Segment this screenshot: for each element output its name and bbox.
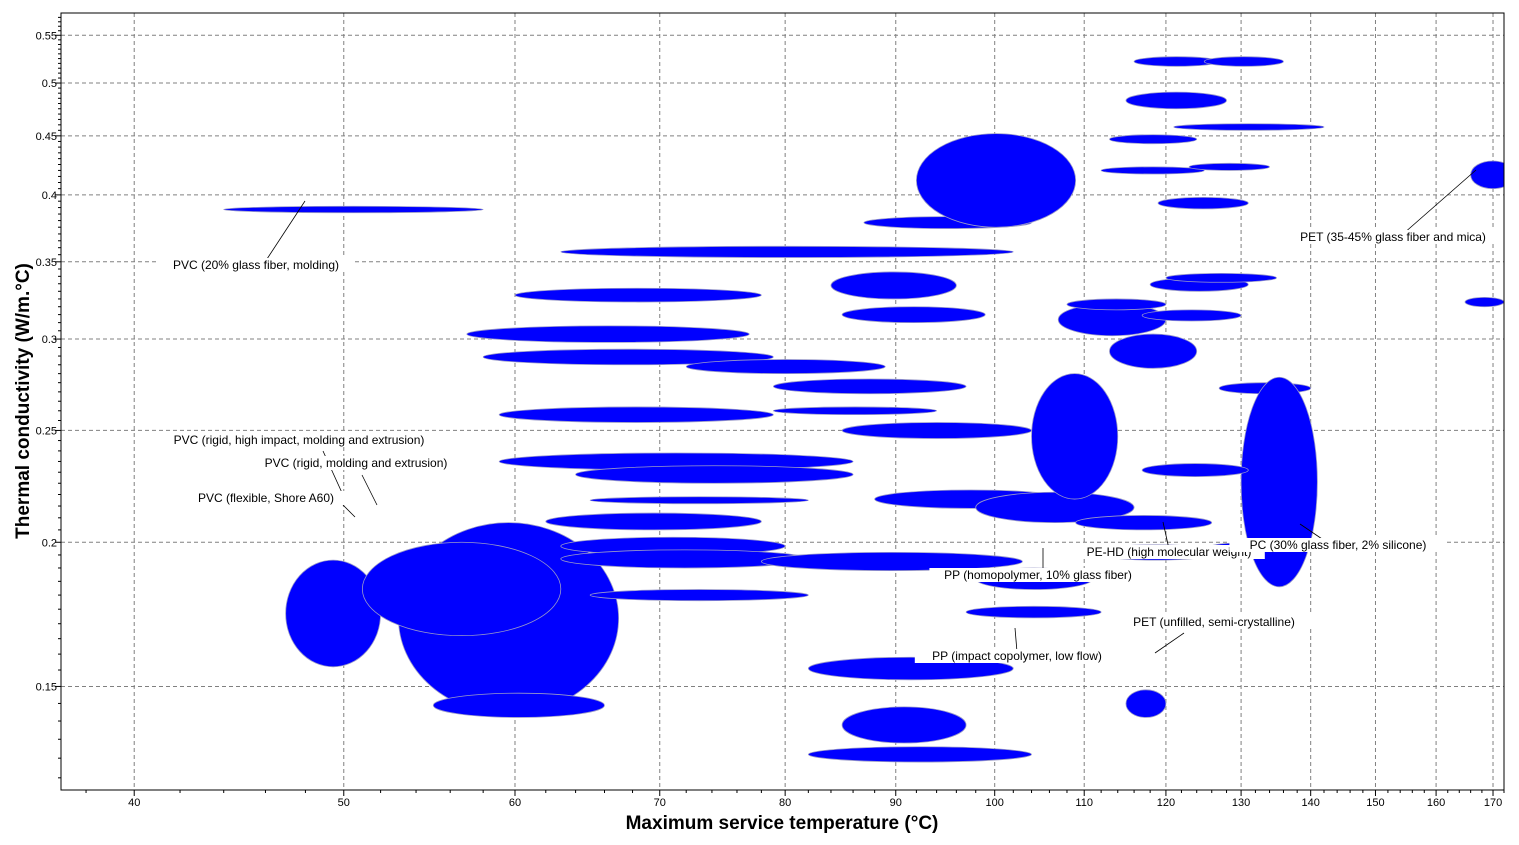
annotation-label: PET (35-45% glass fiber and mica) — [1300, 230, 1486, 244]
annotation-label: PET (unfilled, semi-crystalline) — [1133, 615, 1295, 629]
annotation-bg — [157, 258, 355, 272]
annotation-label: PP (homopolymer, 10% glass fiber) — [944, 568, 1132, 582]
data-bubble — [1240, 376, 1318, 588]
x-tick-label: 110 — [1075, 797, 1093, 809]
data-bubble — [841, 706, 967, 744]
y-axis-title: Thermal conductivity (W/m.°C) — [13, 263, 34, 539]
y-tick-label: 0.55 — [36, 30, 57, 42]
annotation-bg — [1229, 538, 1447, 552]
bubbles-layer — [223, 56, 1504, 763]
x-tick-label: 40 — [128, 797, 140, 809]
annotation-bg — [929, 568, 1147, 582]
annotation-label: PVC (20% glass fiber, molding) — [173, 258, 339, 272]
data-bubble — [965, 605, 1102, 619]
x-tick-label: 50 — [338, 797, 350, 809]
x-tick-label: 140 — [1302, 797, 1320, 809]
annotation-label: PP (impact copolymer, low flow) — [932, 649, 1102, 663]
annotation-leader — [361, 474, 378, 506]
data-bubble — [545, 512, 762, 531]
data-bubble — [915, 133, 1077, 228]
data-bubble — [1188, 162, 1270, 171]
y-tick-label: 0.5 — [42, 78, 57, 90]
annotation-bg — [1108, 615, 1320, 629]
annotation-bg — [244, 456, 468, 470]
data-bubble — [589, 496, 809, 505]
data-bubble — [1109, 333, 1198, 369]
data-bubble — [1100, 166, 1205, 175]
data-bubble — [1141, 309, 1242, 322]
x-tick-label: 120 — [1157, 797, 1175, 809]
axes-layer — [55, 16, 1505, 796]
data-bubble — [1141, 463, 1249, 478]
y-tick-label: 0.35 — [36, 257, 57, 269]
data-bubble — [841, 422, 1032, 439]
data-bubble — [589, 589, 809, 602]
data-bubble — [482, 348, 774, 366]
data-bubble — [575, 465, 854, 484]
annotation-label: PC (30% glass fiber, 2% silicone) — [1250, 538, 1427, 552]
data-bubble — [841, 306, 986, 324]
annotation-label: PVC (flexible, Shore A60) — [198, 491, 334, 505]
data-bubble — [1031, 373, 1119, 500]
annotation-leader — [342, 504, 356, 518]
data-bubble — [772, 378, 967, 395]
annotation-bg — [1073, 545, 1265, 559]
x-tick-label: 170 — [1484, 797, 1502, 809]
x-tick-label: 160 — [1427, 797, 1445, 809]
annotation-bg — [914, 649, 1120, 663]
x-tick-label: 90 — [890, 797, 902, 809]
annotation-bg — [183, 491, 349, 505]
annotation-leader — [1154, 632, 1185, 654]
data-bubble — [1066, 298, 1167, 311]
data-bubble — [560, 245, 1014, 258]
data-bubble — [807, 746, 1032, 763]
x-tick-label: 60 — [509, 797, 521, 809]
annotation-leader — [1402, 169, 1477, 235]
data-bubble — [466, 325, 750, 343]
data-bubble — [1109, 134, 1198, 145]
x-tick-label: 80 — [779, 797, 791, 809]
data-bubble — [830, 271, 957, 300]
data-bubble — [223, 205, 484, 214]
annotation-label: PVC (rigid, high impact, molding and ext… — [174, 433, 425, 447]
data-bubble — [1125, 91, 1227, 110]
data-bubble — [760, 551, 1023, 572]
data-bubble — [1173, 123, 1325, 131]
data-bubble — [1464, 297, 1504, 308]
annotation-leader — [1014, 627, 1018, 653]
data-bubble — [1165, 272, 1277, 283]
data-bubble — [685, 359, 886, 375]
x-tick-label: 130 — [1232, 797, 1250, 809]
x-tick-label: 150 — [1366, 797, 1384, 809]
x-axis-title: Maximum service temperature (°C) — [626, 813, 939, 834]
data-bubble — [1157, 196, 1249, 210]
grid-layer — [61, 13, 1504, 790]
x-tick-label: 70 — [654, 797, 666, 809]
data-bubble — [1125, 689, 1167, 718]
annotation-label: PVC (rigid, molding and extrusion) — [265, 456, 448, 470]
data-bubble — [772, 406, 937, 416]
data-bubble — [361, 541, 562, 637]
x-tick-label: 100 — [986, 797, 1004, 809]
annotation-bg — [1284, 230, 1502, 244]
annotation-leader — [1162, 521, 1170, 550]
y-tick-label: 0.3 — [42, 334, 57, 346]
data-bubble — [432, 692, 605, 718]
y-tick-label: 0.25 — [36, 425, 57, 437]
data-bubble — [498, 406, 774, 423]
y-tick-label: 0.45 — [36, 131, 57, 143]
y-tick-label: 0.4 — [42, 190, 57, 202]
y-tick-label: 0.15 — [36, 681, 57, 693]
data-bubble — [1470, 160, 1504, 190]
annotation-label: PE-HD (high molecular weight) — [1087, 545, 1252, 559]
annotation-bg — [145, 433, 453, 447]
data-bubble — [514, 287, 762, 303]
data-bubble — [1075, 515, 1213, 531]
y-tick-label: 0.2 — [42, 537, 57, 549]
annotation-leader — [264, 200, 306, 263]
data-bubble — [1203, 56, 1284, 67]
